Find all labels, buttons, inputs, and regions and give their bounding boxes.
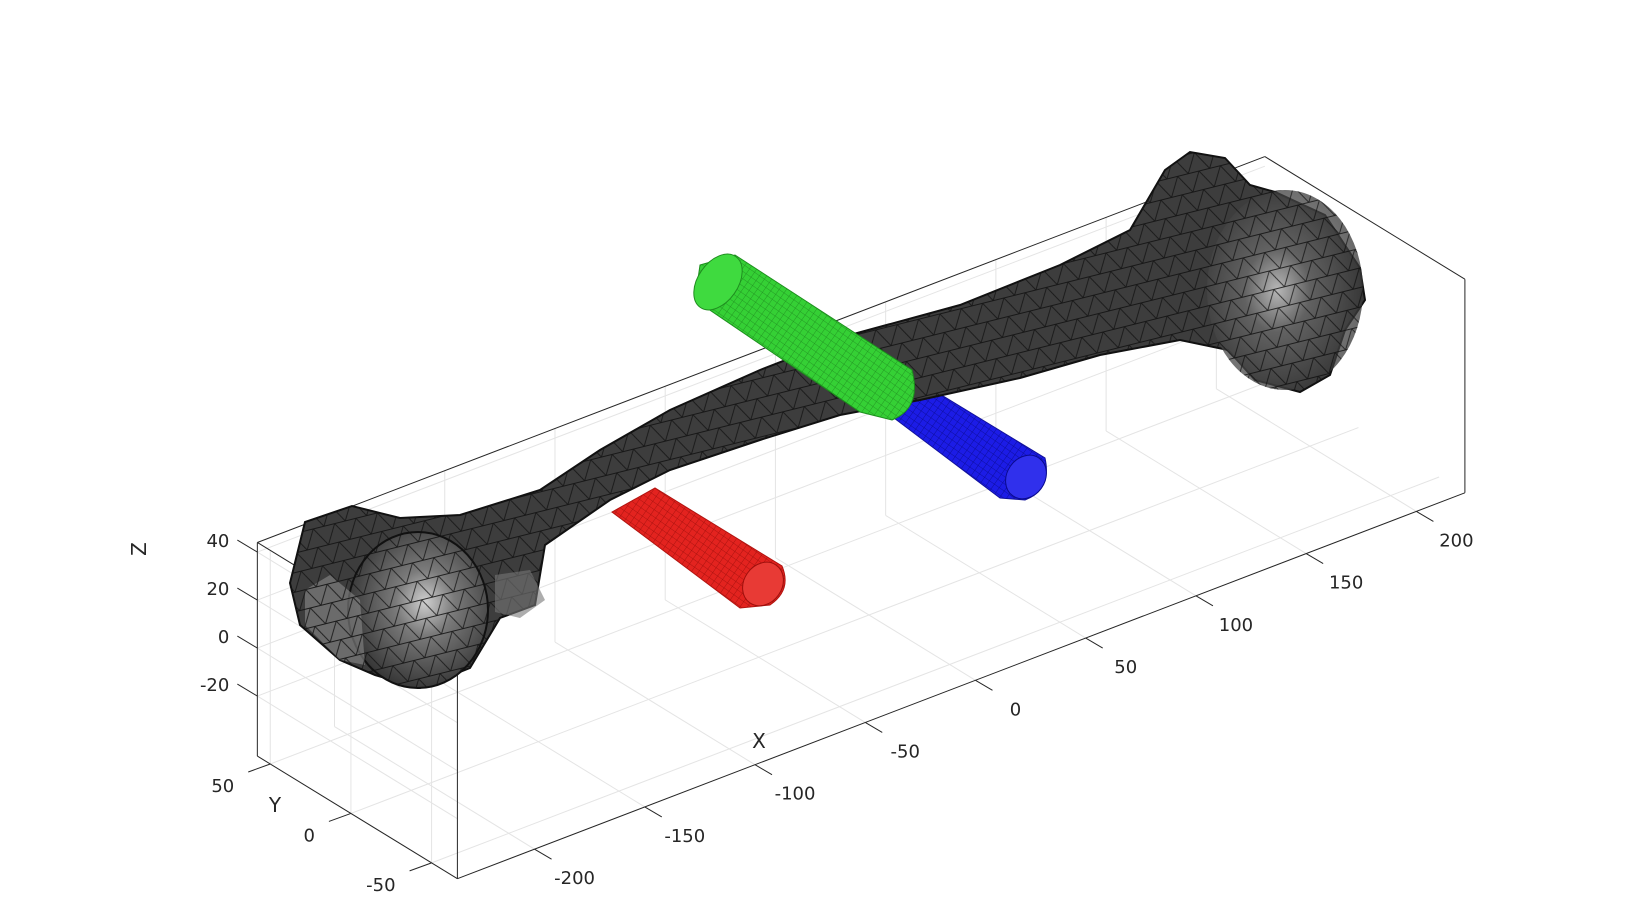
z-tick: [237, 635, 258, 649]
x-tick: [1305, 553, 1324, 565]
axis-ticks: [237, 510, 1434, 872]
x-tick: [644, 806, 663, 818]
y-tick: [409, 862, 432, 872]
y-tick-label: 0: [303, 825, 314, 846]
box-edge: [1264, 156, 1466, 280]
x-tick-label: -100: [775, 784, 816, 805]
tick-labels: -200-150-100-50050100150200-50050-200204…: [200, 530, 1474, 895]
box-edge: [457, 492, 1466, 880]
z-tick: [237, 539, 258, 553]
z-axis-label: Z: [127, 542, 151, 556]
green-cylinder: [693, 253, 915, 421]
x-floor-gridline: [444, 683, 646, 808]
x-floor-gridline: [1216, 388, 1417, 512]
y-floor-gridline: [431, 476, 1440, 864]
z-tick-label: 40: [206, 531, 229, 552]
x-tick: [534, 848, 552, 860]
x-tick: [1195, 595, 1214, 607]
x-tick: [975, 679, 993, 691]
z-side-gridline: [257, 695, 458, 820]
x-tick-label: -200: [554, 868, 595, 889]
x-floor-gridline: [554, 641, 756, 766]
z-tick: [237, 683, 258, 697]
x-tick-label: 150: [1329, 573, 1363, 594]
y-tick-label: -50: [366, 875, 395, 896]
x-tick-label: 100: [1219, 615, 1253, 636]
x-floor-gridline: [664, 599, 866, 723]
x-tick-label: 200: [1439, 530, 1473, 551]
x-tick: [1416, 510, 1434, 522]
x-tick: [864, 722, 883, 733]
x-floor-gridline: [334, 726, 535, 850]
x-floor-gridline: [775, 557, 976, 681]
z-gridline: [257, 165, 1266, 553]
x-floor-gridline: [1105, 430, 1307, 555]
x-tick-label: 0: [1010, 699, 1021, 720]
x-tick: [1085, 637, 1103, 649]
x-tick-label: 50: [1114, 657, 1137, 678]
y-axis-label: Y: [268, 793, 282, 817]
z-tick-label: 0: [218, 627, 229, 648]
y-floor-gridline: [350, 427, 1359, 814]
z-side-gridline: [257, 647, 458, 772]
x-floor-gridline: [885, 514, 1086, 639]
y-tick-label: 50: [211, 776, 234, 797]
x-axis-label: X: [752, 729, 766, 753]
box-edge: [257, 156, 1266, 543]
red-cylinder: [611, 487, 786, 609]
bone-mesh: [288, 150, 1367, 690]
z-tick: [237, 587, 258, 601]
y-tick: [248, 763, 271, 773]
blue-cylinder: [889, 384, 1047, 501]
z-tick-label: -20: [200, 675, 229, 696]
y-tick: [328, 812, 352, 822]
x-tick: [754, 764, 773, 776]
x-tick-label: -50: [891, 741, 920, 762]
box-edge: [257, 755, 458, 880]
z-tick-label: 20: [206, 579, 229, 600]
x-tick-label: -150: [664, 826, 705, 847]
